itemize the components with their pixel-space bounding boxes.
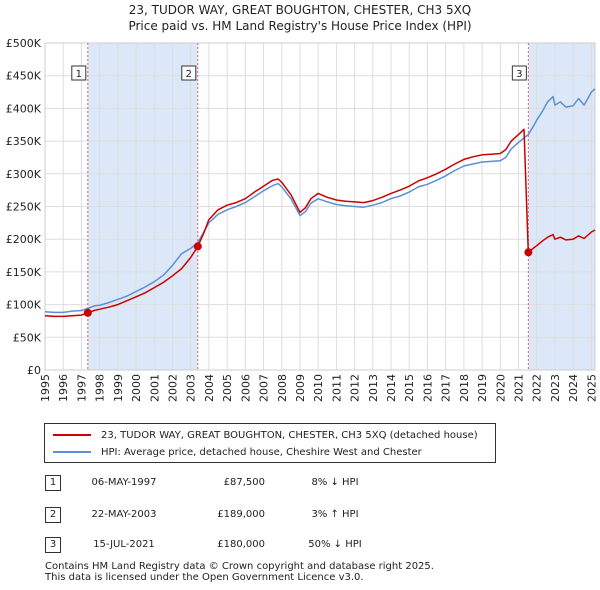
sale-point bbox=[83, 308, 92, 317]
legend-label-hpi: HPI: Average price, detached house, Ches… bbox=[101, 446, 422, 458]
y-tick-label: £50K bbox=[13, 331, 42, 344]
x-tick-label: 2010 bbox=[312, 374, 325, 402]
x-tick-label: 2007 bbox=[258, 374, 271, 402]
transaction-hpi-diff: 8% ↓ HPI bbox=[311, 477, 359, 488]
sale-marker-label: 1 bbox=[76, 69, 82, 80]
chart-title-line1: 23, TUDOR WAY, GREAT BOUGHTON, CHESTER, … bbox=[128, 3, 472, 17]
sale-marker-box bbox=[181, 65, 197, 81]
transaction-number: 2 bbox=[45, 507, 61, 523]
y-tick-label: £200K bbox=[6, 233, 42, 246]
x-tick-label: 2003 bbox=[185, 374, 198, 402]
transaction-price: £87,500 bbox=[223, 477, 265, 488]
x-tick-label: 2016 bbox=[421, 374, 434, 402]
transaction-row: 1 06-MAY-1997 £87,500 8% ↓ HPI bbox=[0, 475, 600, 495]
x-tick-label: 2000 bbox=[130, 374, 143, 402]
y-tick-label: £150K bbox=[6, 266, 42, 279]
y-tick-label: £300K bbox=[6, 168, 42, 181]
legend-swatch-property bbox=[53, 434, 91, 436]
sale-point bbox=[524, 248, 533, 257]
transaction-date: 15-JUL-2021 bbox=[93, 539, 155, 550]
y-tick-label: £400K bbox=[6, 102, 42, 115]
transaction-row: 2 22-MAY-2003 £189,000 3% ↑ HPI bbox=[0, 507, 600, 527]
x-tick-label: 2020 bbox=[494, 374, 507, 402]
x-tick-label: 1997 bbox=[75, 374, 88, 402]
y-tick-label: £350K bbox=[6, 135, 42, 148]
legend-entry-hpi: HPI: Average price, detached house, Ches… bbox=[45, 444, 422, 460]
x-tick-label: 1996 bbox=[57, 374, 70, 402]
sale-marker-label: 3 bbox=[516, 69, 522, 80]
chart-legend: 23, TUDOR WAY, GREAT BOUGHTON, CHESTER, … bbox=[44, 423, 496, 463]
x-tick-label: 2018 bbox=[458, 374, 471, 402]
footer-licence: This data is licensed under the Open Gov… bbox=[45, 572, 364, 583]
x-tick-label: 2024 bbox=[567, 374, 580, 402]
x-tick-label: 2005 bbox=[221, 374, 234, 402]
x-tick-label: 2001 bbox=[148, 374, 161, 402]
x-tick-label: 2012 bbox=[349, 374, 362, 402]
x-tick-label: 2004 bbox=[203, 374, 216, 402]
x-tick-label: 2014 bbox=[385, 374, 398, 402]
y-tick-label: £500K bbox=[6, 37, 42, 50]
y-tick-label: £0 bbox=[27, 364, 41, 377]
x-tick-label: 2011 bbox=[330, 374, 343, 402]
x-tick-label: 1998 bbox=[94, 374, 107, 402]
x-tick-label: 1995 bbox=[39, 374, 52, 402]
x-tick-label: 2025 bbox=[585, 374, 598, 402]
x-tick-label: 2023 bbox=[549, 374, 562, 402]
transaction-number: 1 bbox=[45, 475, 61, 491]
x-tick-label: 2008 bbox=[276, 374, 289, 402]
transaction-price: £189,000 bbox=[217, 509, 265, 520]
x-tick-label: 2013 bbox=[367, 374, 380, 402]
sale-point bbox=[193, 242, 202, 251]
transaction-price: £180,000 bbox=[217, 539, 265, 550]
x-tick-label: 2022 bbox=[531, 374, 544, 402]
x-tick-label: 2002 bbox=[166, 374, 179, 402]
sale-marker-label: 2 bbox=[186, 69, 192, 80]
x-tick-label: 1999 bbox=[112, 374, 125, 402]
x-tick-label: 2006 bbox=[239, 374, 252, 402]
x-tick-label: 2017 bbox=[440, 374, 453, 402]
footer-copyright: Contains HM Land Registry data © Crown c… bbox=[45, 561, 434, 572]
sale-marker-box bbox=[511, 65, 527, 81]
x-tick-label: 2019 bbox=[476, 374, 489, 402]
plot-frame bbox=[44, 42, 596, 371]
y-tick-label: £100K bbox=[6, 299, 42, 312]
legend-label-property: 23, TUDOR WAY, GREAT BOUGHTON, CHESTER, … bbox=[101, 429, 478, 441]
x-tick-label: 2009 bbox=[294, 374, 307, 402]
price-chart: £0 £50K £100K £150K £200K £250K £300K £350K £400… bbox=[6, 37, 599, 402]
transaction-hpi-diff: 50% ↓ HPI bbox=[308, 539, 362, 550]
sale-marker-box bbox=[71, 65, 87, 81]
legend-swatch-hpi bbox=[53, 451, 91, 453]
transaction-date: 06-MAY-1997 bbox=[91, 477, 157, 488]
legend-entry-property: 23, TUDOR WAY, GREAT BOUGHTON, CHESTER, … bbox=[45, 427, 478, 443]
hpi-line bbox=[44, 88, 596, 314]
chart-title-line2: Price paid vs. HM Land Registry's House … bbox=[128, 19, 472, 33]
y-tick-label: £450K bbox=[6, 70, 42, 83]
transaction-hpi-diff: 3% ↑ HPI bbox=[311, 509, 359, 520]
transaction-date: 22-MAY-2003 bbox=[91, 509, 157, 520]
transaction-number: 3 bbox=[45, 537, 61, 553]
y-tick-label: £250K bbox=[6, 201, 42, 214]
x-tick-label: 2021 bbox=[513, 374, 526, 402]
x-tick-label: 2015 bbox=[403, 374, 416, 402]
property-price-line bbox=[44, 128, 596, 318]
transaction-row: 3 15-JUL-2021 £180,000 50% ↓ HPI bbox=[0, 537, 600, 557]
